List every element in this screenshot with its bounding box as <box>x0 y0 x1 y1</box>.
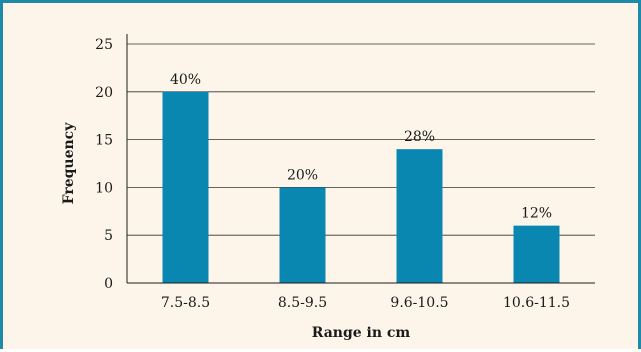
x-tick-label: 8.5-9.5 <box>278 295 327 311</box>
x-tick-label: 10.6-11.5 <box>503 295 570 311</box>
data-label: 20% <box>287 167 318 183</box>
bar <box>279 187 326 283</box>
bar-chart: 0 5 10 15 20 25 7.5-8.5 8.5-9.5 9.6-10.5 10.6-11… <box>61 34 595 341</box>
y-tick-label: 25 <box>95 37 113 53</box>
x-tick-label: 7.5-8.5 <box>161 295 210 311</box>
y-tick-label: 5 <box>104 228 113 244</box>
x-axis-title: Range in cm <box>312 325 411 341</box>
bar <box>162 91 209 283</box>
axes <box>126 34 595 284</box>
y-axis-title: Frequency <box>61 122 77 205</box>
data-label: 28% <box>404 129 435 145</box>
bar <box>396 149 443 283</box>
x-tick-label: 9.6-10.5 <box>390 295 448 311</box>
y-tick-labels: 0 5 10 15 20 25 <box>95 37 113 292</box>
bar <box>513 225 560 283</box>
y-tick-label: 20 <box>95 85 113 101</box>
data-label: 40% <box>170 72 201 88</box>
y-tick-label: 15 <box>95 133 113 149</box>
data-label: 12% <box>521 206 552 222</box>
y-tick-label: 10 <box>95 180 113 196</box>
x-tick-labels: 7.5-8.5 8.5-9.5 9.6-10.5 10.6-11.5 <box>161 295 570 311</box>
bars <box>162 91 560 283</box>
y-tick-label: 0 <box>104 276 113 292</box>
data-labels: 40% 20% 28% 12% <box>170 72 552 222</box>
